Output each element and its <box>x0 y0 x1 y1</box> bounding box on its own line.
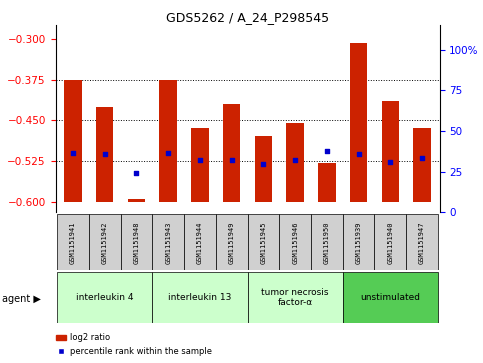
Bar <box>279 214 311 270</box>
Point <box>133 170 141 176</box>
Bar <box>96 107 114 201</box>
Bar <box>57 272 152 323</box>
Bar <box>318 163 336 201</box>
Text: unstimulated: unstimulated <box>360 293 420 302</box>
Bar <box>57 214 89 270</box>
Text: interleukin 4: interleukin 4 <box>76 293 133 302</box>
Bar <box>382 101 399 201</box>
Legend: log2 ratio, percentile rank within the sample: log2 ratio, percentile rank within the s… <box>53 330 215 359</box>
Text: GSM1151940: GSM1151940 <box>387 221 393 264</box>
Text: GSM1151947: GSM1151947 <box>419 221 425 264</box>
Bar <box>406 214 438 270</box>
Point <box>259 161 267 167</box>
Bar <box>255 136 272 201</box>
Text: tumor necrosis
factor-α: tumor necrosis factor-α <box>261 288 329 307</box>
Bar <box>343 214 374 270</box>
Point <box>323 148 331 154</box>
Bar <box>216 214 248 270</box>
Bar <box>121 214 152 270</box>
Bar <box>248 272 343 323</box>
Bar <box>413 129 431 201</box>
Text: GSM1151946: GSM1151946 <box>292 221 298 264</box>
Text: GSM1151943: GSM1151943 <box>165 221 171 264</box>
Text: GSM1151950: GSM1151950 <box>324 221 330 264</box>
Bar <box>184 214 216 270</box>
Bar <box>64 79 82 201</box>
Point <box>355 151 362 157</box>
Text: GSM1151941: GSM1151941 <box>70 221 76 264</box>
Text: GSM1151944: GSM1151944 <box>197 221 203 264</box>
Text: GSM1151948: GSM1151948 <box>133 221 140 264</box>
Title: GDS5262 / A_24_P298545: GDS5262 / A_24_P298545 <box>166 11 329 24</box>
Point <box>291 157 299 163</box>
Bar <box>191 129 209 201</box>
Bar <box>350 43 368 201</box>
Text: agent ▶: agent ▶ <box>2 294 41 305</box>
Point <box>196 157 204 163</box>
Point <box>101 151 109 157</box>
Text: GSM1151939: GSM1151939 <box>355 221 362 264</box>
Point <box>164 150 172 155</box>
Text: GSM1151945: GSM1151945 <box>260 221 267 264</box>
Bar <box>89 214 121 270</box>
Bar <box>311 214 343 270</box>
Point <box>228 157 236 163</box>
Bar <box>223 104 241 201</box>
Bar <box>152 272 247 323</box>
Point <box>386 159 394 165</box>
Text: interleukin 13: interleukin 13 <box>168 293 232 302</box>
Bar <box>343 272 438 323</box>
Bar <box>248 214 279 270</box>
Bar <box>159 79 177 201</box>
Point <box>69 150 77 155</box>
Point <box>418 155 426 161</box>
Text: GSM1151949: GSM1151949 <box>228 221 235 264</box>
Text: GSM1151942: GSM1151942 <box>102 221 108 264</box>
Bar <box>128 199 145 201</box>
Bar <box>374 214 406 270</box>
Bar <box>286 123 304 201</box>
Bar <box>152 214 184 270</box>
